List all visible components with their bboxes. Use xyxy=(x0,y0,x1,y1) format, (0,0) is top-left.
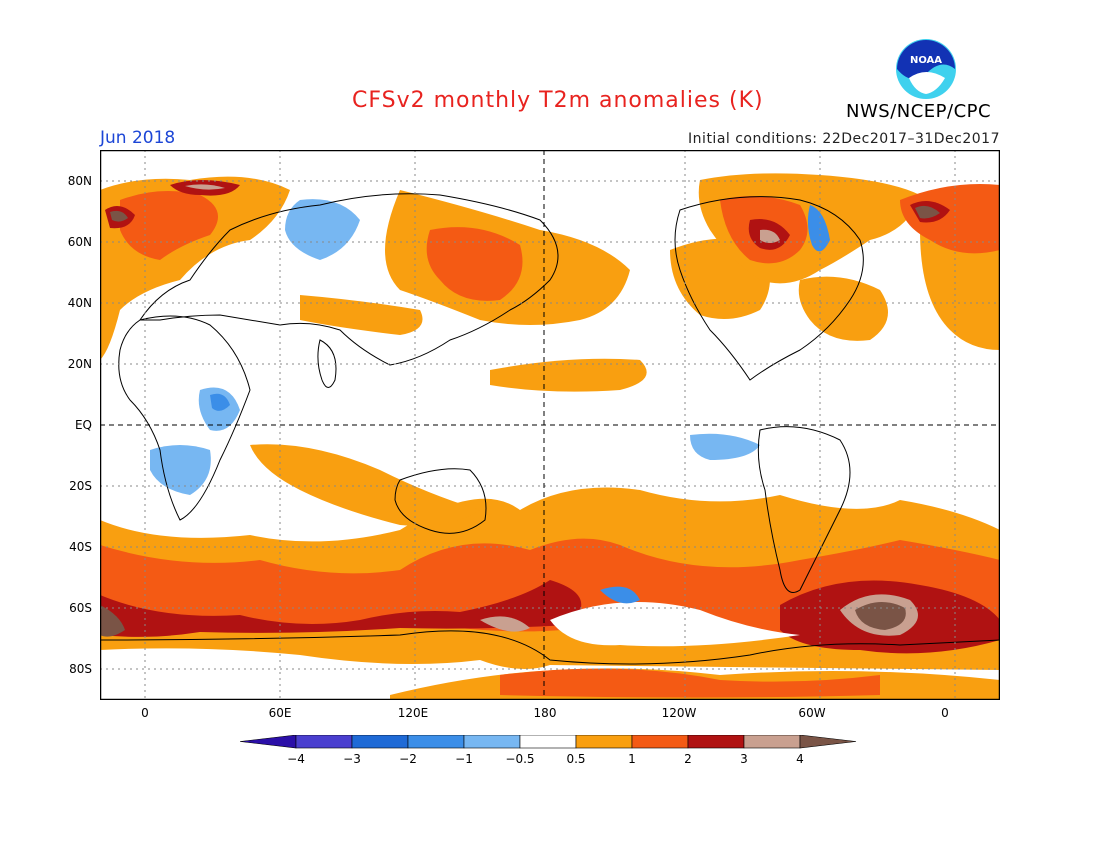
colorbar-label: 1 xyxy=(628,752,636,766)
colorbar-seg-0 xyxy=(240,735,297,749)
x-tick-120w: 120W xyxy=(661,706,697,720)
agency-label: NWS/NCEP/CPC xyxy=(846,101,992,122)
colorbar-seg-4 xyxy=(463,735,521,749)
y-tick-eq: EQ xyxy=(74,418,92,432)
colorbar-label: −2 xyxy=(399,752,417,766)
colorbar-seg-3 xyxy=(407,735,465,749)
x-tick-0: 0 xyxy=(141,706,149,720)
x-tick-120e: 120E xyxy=(397,706,429,720)
map-frame xyxy=(100,150,1000,700)
y-tick-20s: 20S xyxy=(69,479,92,493)
x-tick-0-right: 0 xyxy=(941,706,949,720)
x-tick-60w: 60W xyxy=(798,706,826,720)
anomaly-map xyxy=(100,150,1000,700)
y-tick-80n: 80N xyxy=(67,174,92,188)
colorbar-seg-10 xyxy=(799,735,857,749)
colorbar-seg-9 xyxy=(743,735,801,749)
colorbar-label: 2 xyxy=(684,752,692,766)
colorbar-seg-6 xyxy=(575,735,633,749)
colorbar-label: 0.5 xyxy=(566,752,586,766)
colorbar-seg-1 xyxy=(295,735,353,749)
equator-dateline xyxy=(100,150,1000,700)
noaa-logo: NOAA xyxy=(896,39,956,99)
colorbar-label: −4 xyxy=(287,752,305,766)
southern-ocean-anomalies xyxy=(100,487,1000,700)
x-tick-180: 180 xyxy=(533,706,557,720)
colorbar-label: −0.5 xyxy=(505,752,535,766)
colorbar-label: −3 xyxy=(343,752,361,766)
colorbar-label: −1 xyxy=(455,752,473,766)
logo-text: NOAA xyxy=(910,55,942,66)
y-tick-40n: 40N xyxy=(67,296,92,310)
y-tick-40s: 40S xyxy=(69,540,92,554)
y-tick-80s: 80S xyxy=(69,662,92,676)
y-tick-60s: 60S xyxy=(69,601,92,615)
forecast-month: Jun 2018 xyxy=(100,128,176,148)
coastlines xyxy=(100,193,1000,665)
colorbar xyxy=(240,735,857,749)
colorbar-label: 3 xyxy=(740,752,748,766)
colorbar-seg-2 xyxy=(351,735,409,749)
colorbar-seg-7 xyxy=(631,735,689,749)
map-grid xyxy=(100,150,1000,700)
initial-conditions: Initial conditions: 22Dec2017–31Dec2017 xyxy=(688,131,1000,147)
x-tick-60e: 60E xyxy=(268,706,292,720)
chart-title: CFSv2 monthly T2m anomalies (K) xyxy=(352,88,764,113)
colorbar-label: 4 xyxy=(796,752,804,766)
y-tick-20n: 20N xyxy=(67,357,92,371)
colorbar-seg-8 xyxy=(687,735,745,749)
colorbar-seg-5 xyxy=(519,735,577,749)
y-tick-60n: 60N xyxy=(67,235,92,249)
